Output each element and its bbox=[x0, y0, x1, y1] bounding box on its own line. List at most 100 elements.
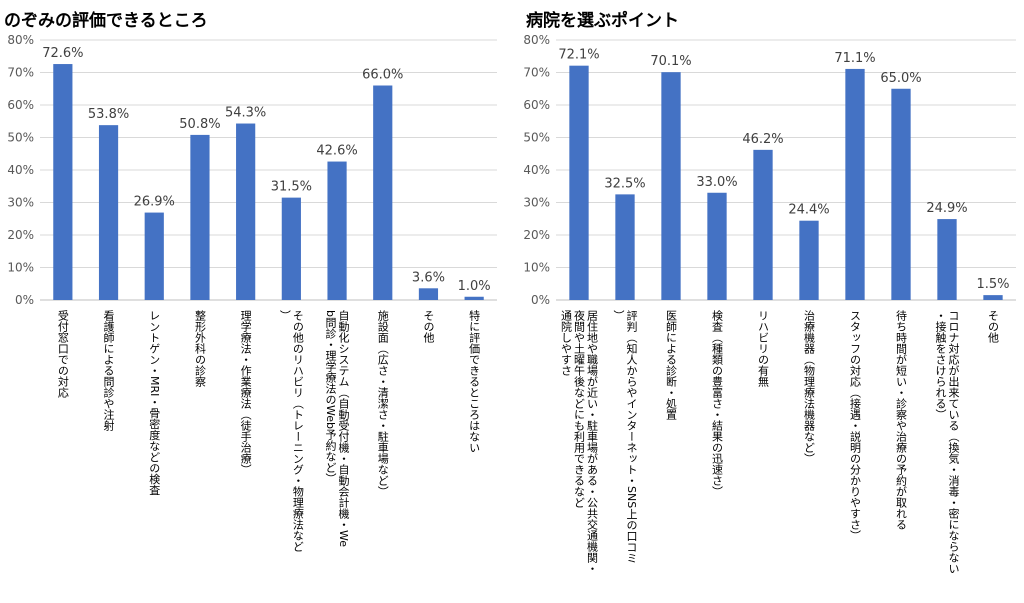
svg-text:その他: その他 bbox=[422, 310, 435, 343]
data-label: 72.6% bbox=[42, 46, 83, 61]
y-tick-label: 30% bbox=[523, 196, 550, 210]
bar bbox=[937, 219, 957, 300]
svg-text:理学療法・作業療法（徒手治療）: 理学療法・作業療法（徒手治療） bbox=[239, 310, 252, 475]
bar bbox=[190, 134, 210, 300]
y-tick-label: 80% bbox=[7, 33, 34, 47]
svg-text:夜間や土曜午後などにも利用できるなど: 夜間や土曜午後などにも利用できるなど bbox=[573, 309, 586, 508]
x-tick-label: スタッフの対応（接遇・説明の分かりやすさ） bbox=[849, 310, 862, 541]
bar bbox=[615, 194, 635, 300]
svg-text:通院しやすさ: 通院しやすさ bbox=[560, 310, 573, 376]
data-label: 24.9% bbox=[926, 201, 967, 216]
x-tick-label: 居住地や職場が近い・駐車場がある・公共交通機関・夜間や土曜午後などにも利用できる… bbox=[560, 309, 599, 574]
data-label: 32.5% bbox=[604, 176, 645, 191]
svg-text:評判（知人からやインターネット・SNS上の口コミ: 評判（知人からやインターネット・SNS上の口コミ bbox=[625, 309, 638, 564]
x-tick-label: コロナ対応が出来ている（換気・消毒・密にならない・接触をさけられる） bbox=[934, 310, 960, 574]
x-tick-label: その他 bbox=[422, 310, 435, 343]
data-label: 66.0% bbox=[362, 68, 403, 83]
bar bbox=[281, 197, 301, 300]
svg-text:治療機器（物理療法機器など）: 治療機器（物理療法機器など） bbox=[803, 309, 816, 464]
bar bbox=[53, 64, 73, 300]
svg-text:施設面（広さ・清潔さ・駐車場など）: 施設面（広さ・清潔さ・駐車場など） bbox=[376, 310, 389, 497]
data-label: 33.0% bbox=[696, 175, 737, 190]
x-tick-label: 検査（種類の豊富さ・結果の迅速さ） bbox=[711, 309, 724, 497]
bar bbox=[753, 149, 773, 300]
bar bbox=[983, 295, 1003, 300]
bar bbox=[707, 192, 727, 300]
y-tick-label: 60% bbox=[523, 98, 550, 112]
data-label: 31.5% bbox=[271, 180, 312, 195]
bar bbox=[661, 72, 681, 300]
bar bbox=[569, 65, 589, 300]
data-label: 54.3% bbox=[225, 106, 266, 121]
svg-text:自動化システム（自動受付機・自動会計機・We: 自動化システム（自動受付機・自動会計機・We bbox=[337, 310, 350, 548]
data-label: 1.5% bbox=[976, 277, 1009, 292]
y-tick-label: 70% bbox=[7, 66, 34, 80]
x-tick-label: 治療機器（物理療法機器など） bbox=[803, 309, 816, 464]
bar bbox=[799, 220, 819, 300]
y-tick-label: 10% bbox=[523, 261, 550, 275]
bar bbox=[327, 161, 347, 300]
x-tick-label: 看護師による問診や注射 bbox=[102, 309, 115, 432]
data-label: 1.0% bbox=[458, 279, 491, 294]
data-label: 70.1% bbox=[650, 54, 691, 69]
bar bbox=[236, 123, 256, 301]
data-label: 65.0% bbox=[880, 71, 921, 86]
chart-hospital-choice: 病院を選ぶポイント 0% 10% 20% 30% 40% 50% 60% 70% 80% 72.1… bbox=[512, 0, 1024, 603]
svg-text:検査（種類の豊富さ・結果の迅速さ）: 検査（種類の豊富さ・結果の迅速さ） bbox=[711, 309, 724, 497]
y-tick-label: 50% bbox=[7, 131, 34, 145]
y-tick-label: 30% bbox=[7, 196, 34, 210]
y-tick-label: 20% bbox=[7, 228, 34, 242]
svg-text:居住地や職場が近い・駐車場がある・公共交通機関・: 居住地や職場が近い・駐車場がある・公共交通機関・ bbox=[586, 310, 599, 574]
y-tick-label: 0% bbox=[15, 293, 34, 307]
data-label: 24.4% bbox=[788, 203, 829, 218]
svg-text:特に評価できるところはない: 特に評価できるところはない bbox=[468, 309, 481, 453]
svg-text:b問診・理学療法のWeb予約など）: b問診・理学療法のWeb予約など） bbox=[324, 310, 337, 484]
y-tick-label: 80% bbox=[523, 33, 550, 47]
svg-text:待ち時間が短い・診察や治療の予約が取れる: 待ち時間が短い・診察や治療の予約が取れる bbox=[895, 309, 908, 530]
bar-chart-svg: 0% 10% 20% 30% 40% 50% 60% 70% 80% 72.1% 居住地や職場が近い… bbox=[523, 33, 1016, 574]
bar-chart-svg: 0% 10% 20% 30% 40% 50% 60% 70% 80% 72.6% 受付窓口での対応 5… bbox=[7, 33, 497, 552]
y-tick-label: 40% bbox=[7, 163, 34, 177]
y-tick-label: 0% bbox=[531, 293, 550, 307]
svg-text:その他: その他 bbox=[987, 310, 1000, 343]
svg-text:スタッフの対応（接遇・説明の分かりやすさ）: スタッフの対応（接遇・説明の分かりやすさ） bbox=[849, 310, 862, 541]
svg-text:レントゲン・MRI・骨密度などの検査: レントゲン・MRI・骨密度などの検査 bbox=[148, 310, 161, 495]
x-tick-label: 評判（知人からやインターネット・SNS上の口コミ） bbox=[612, 309, 638, 564]
y-tick-label: 20% bbox=[523, 228, 550, 242]
svg-text:リハビリの有無: リハビリの有無 bbox=[757, 310, 770, 388]
bar bbox=[464, 296, 484, 300]
data-label: 42.6% bbox=[316, 144, 357, 159]
chart-evaluation: のぞみの評価できるところ 0% 10% 20% 30% 40% 50% 60% 70% 80% 7… bbox=[4, 11, 497, 552]
y-tick-label: 60% bbox=[7, 98, 34, 112]
svg-text:コロナ対応が出来ている（換気・消毒・密にならない: コロナ対応が出来ている（換気・消毒・密にならない bbox=[947, 310, 960, 574]
x-tick-label: 理学療法・作業療法（徒手治療） bbox=[239, 310, 252, 475]
bar bbox=[373, 85, 393, 300]
svg-text:受付窓口での対応: 受付窓口での対応 bbox=[56, 310, 69, 398]
svg-text:）: ） bbox=[612, 310, 625, 321]
data-label: 53.8% bbox=[88, 107, 129, 122]
chart-title: 病院を選ぶポイント bbox=[526, 11, 679, 31]
x-tick-label: レントゲン・MRI・骨密度などの検査 bbox=[148, 310, 161, 495]
data-label: 3.6% bbox=[412, 270, 445, 285]
bar bbox=[891, 88, 911, 300]
data-label: 46.2% bbox=[742, 132, 783, 147]
bar bbox=[144, 212, 164, 300]
svg-text:看護師による問診や注射: 看護師による問診や注射 bbox=[102, 309, 115, 432]
bar bbox=[418, 288, 439, 300]
svg-text:・接触をさけられる）: ・接触をさけられる） bbox=[934, 310, 947, 420]
x-tick-label: 施設面（広さ・清潔さ・駐車場など） bbox=[376, 310, 389, 497]
data-label: 71.1% bbox=[834, 51, 875, 66]
x-tick-label: 医師による診断・処置 bbox=[665, 310, 678, 420]
chart-title: のぞみの評価できるところ bbox=[4, 11, 208, 31]
y-tick-label: 40% bbox=[523, 163, 550, 177]
data-label: 50.8% bbox=[179, 117, 220, 132]
x-tick-label: 整形外科の診察 bbox=[193, 309, 206, 387]
svg-text:）: ） bbox=[278, 310, 291, 321]
x-tick-label: リハビリの有無 bbox=[757, 310, 770, 388]
svg-text:その他のリハビリ（トレーニング・物理療法など: その他のリハビリ（トレーニング・物理療法など bbox=[291, 310, 304, 552]
y-tick-label: 70% bbox=[523, 66, 550, 80]
y-tick-label: 10% bbox=[7, 261, 34, 275]
x-tick-label: 受付窓口での対応 bbox=[56, 310, 69, 398]
y-tick-label: 50% bbox=[523, 131, 550, 145]
x-tick-label: その他 bbox=[987, 310, 1000, 343]
